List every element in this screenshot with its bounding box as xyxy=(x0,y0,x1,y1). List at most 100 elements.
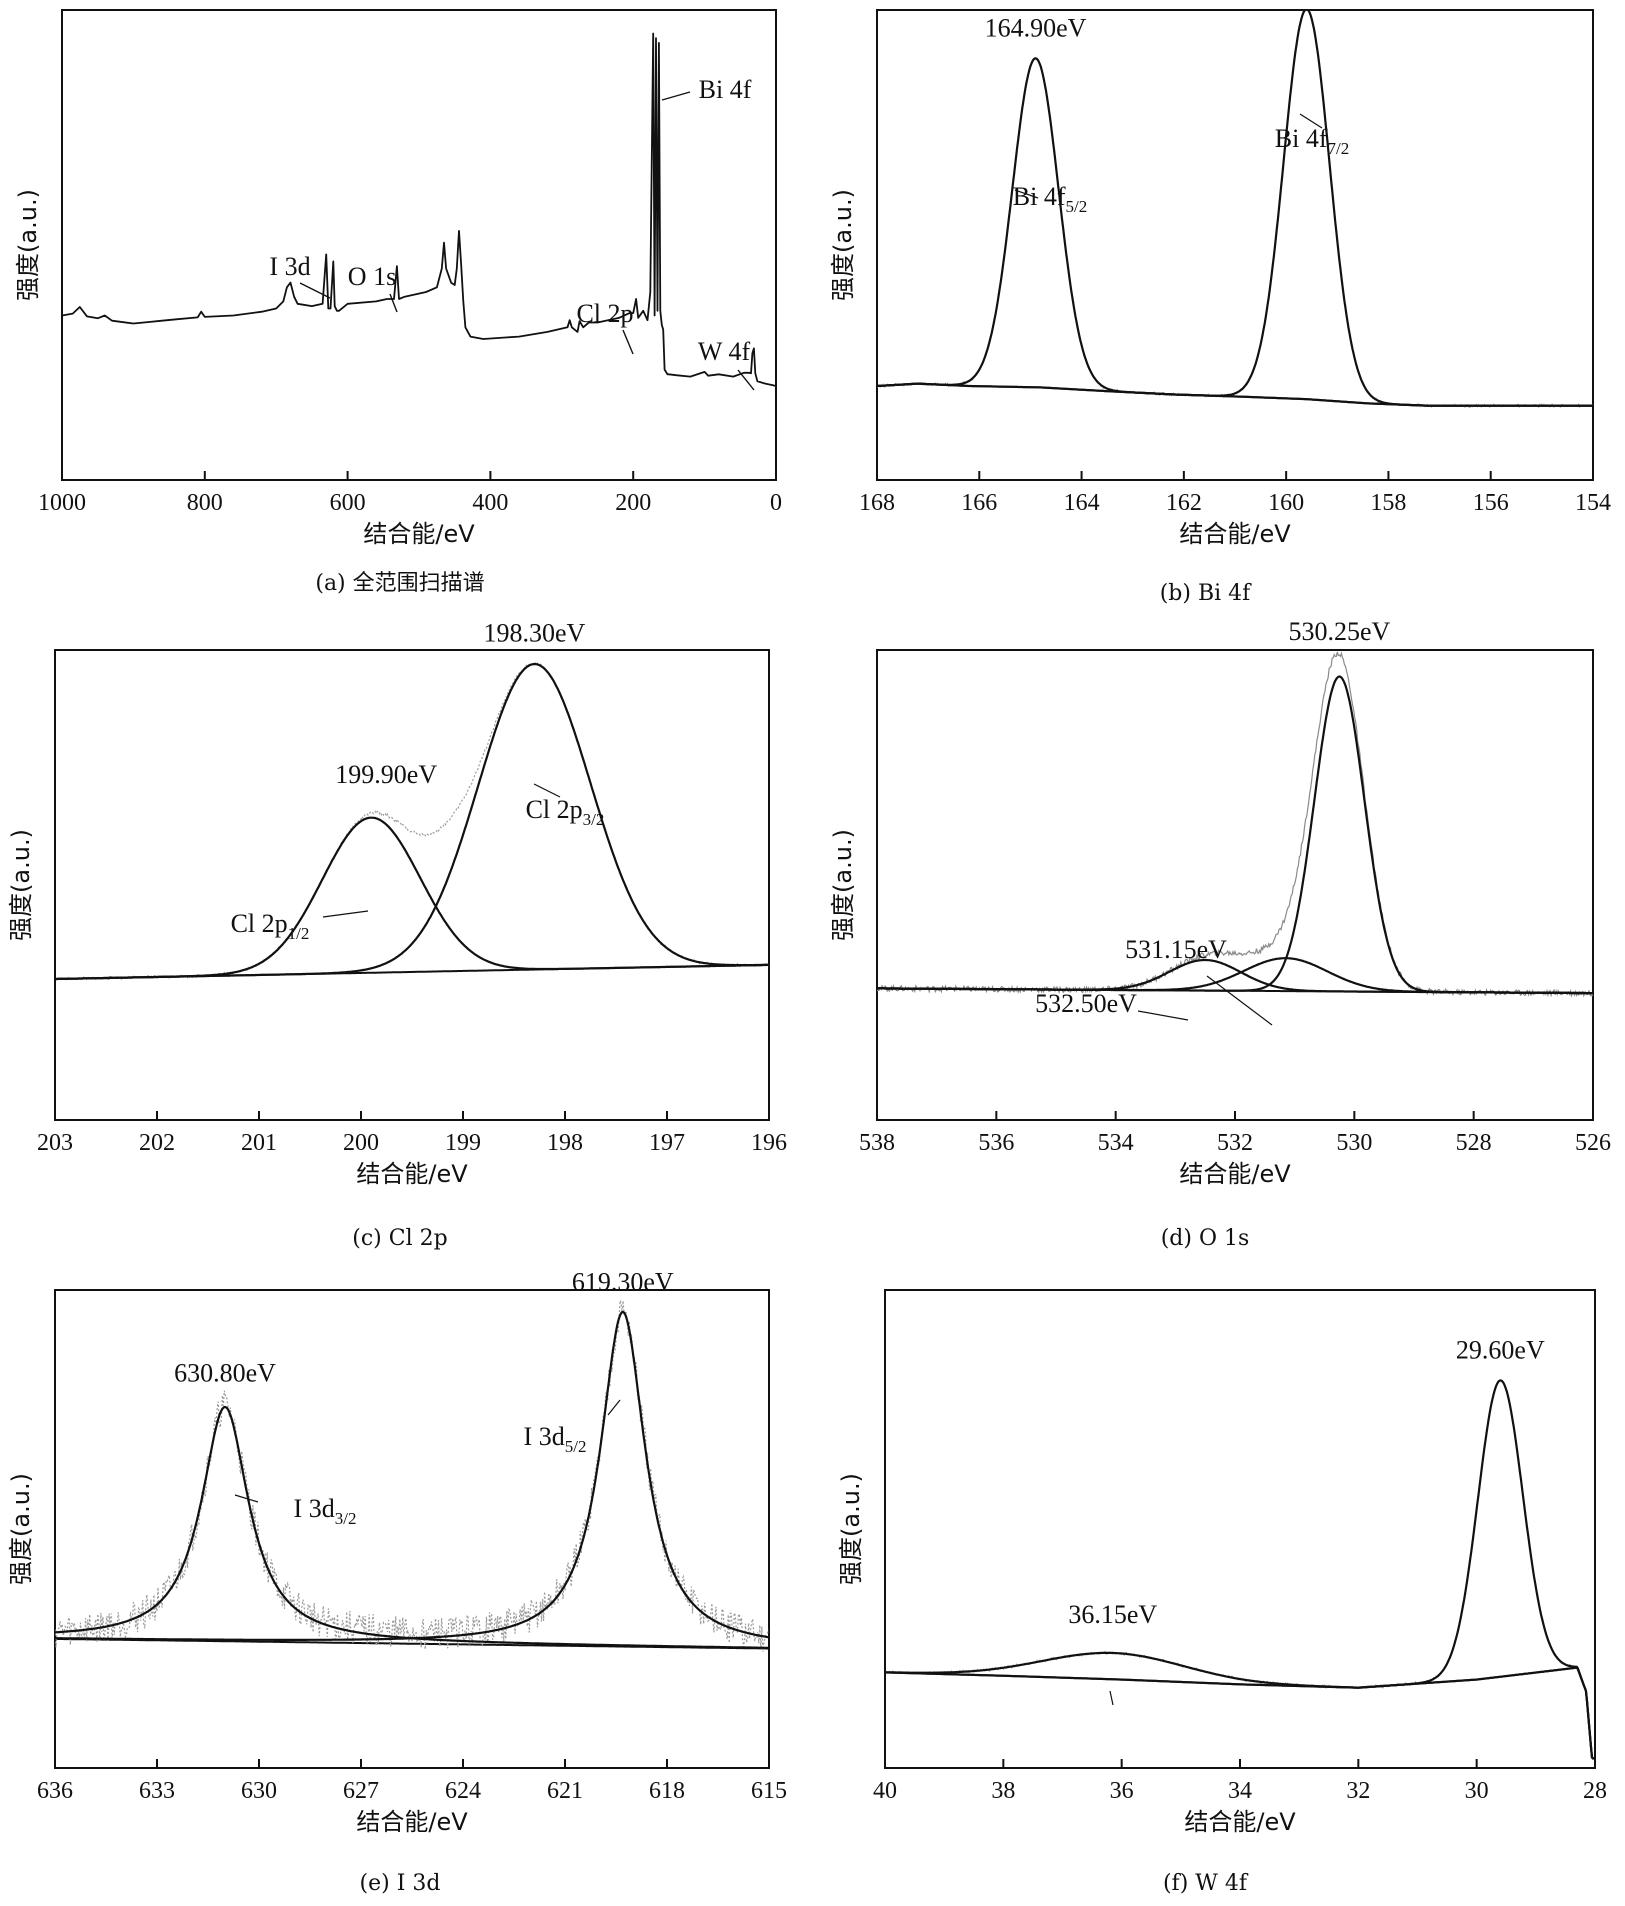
panel-caption: (d) O 1s xyxy=(1161,1226,1250,1251)
x-tick-label: 200 xyxy=(615,490,651,516)
panel-d: 538 536 534 532 530 528 526 结合能/eV 强度(a.u.) (d) O… xyxy=(829,617,1611,1251)
fitted-peak xyxy=(877,675,1593,995)
fitted-peak xyxy=(55,1405,769,1649)
x-tick-label: 615 xyxy=(751,1778,787,1804)
peak-label: 198.30eV xyxy=(483,618,585,647)
leader-line xyxy=(1137,1010,1189,1021)
panel-caption: (a) 全范围扫描谱 xyxy=(315,571,484,596)
x-tick-label: 154 xyxy=(1575,490,1611,516)
x-axis-label: 结合能/eV xyxy=(356,1808,468,1836)
fitted-peak xyxy=(55,1310,769,1641)
plot-frame xyxy=(54,649,770,1121)
plot-frame xyxy=(54,1289,770,1769)
background-line xyxy=(885,1666,1595,1760)
leader-line xyxy=(322,910,369,918)
panel-f: 40 38 36 34 32 30 28 结合能/eV 强度(a.u.) (f) W 4f 36.1… xyxy=(837,1289,1607,1896)
y-axis-label: 强度(a.u.) xyxy=(14,189,42,301)
x-tick-label: 168 xyxy=(859,490,895,516)
peak-label: 532.50eV xyxy=(1035,989,1137,1018)
x-tick-label: 197 xyxy=(649,1130,685,1156)
peak-label: 530.25eV xyxy=(1289,617,1391,646)
survey-spectrum xyxy=(62,32,776,387)
x-tick-label: 199 xyxy=(445,1130,481,1156)
x-tick-label: 36 xyxy=(1110,1778,1134,1804)
leader-line xyxy=(607,1399,621,1416)
leader-line xyxy=(389,293,398,313)
x-tick-label: 40 xyxy=(873,1778,897,1804)
x-tick-label: 627 xyxy=(343,1778,379,1804)
plot-frame xyxy=(61,9,777,481)
panel-e: 636 633 630 627 624 621 618 615 结合能/eV 强度(a.u.) (e… xyxy=(7,1268,787,1896)
y-axis-label: 强度(a.u.) xyxy=(7,1473,35,1585)
fitted-peak xyxy=(885,1651,1595,1760)
x-tick-label: 196 xyxy=(751,1130,787,1156)
x-tick-label: 34 xyxy=(1228,1778,1252,1804)
x-tick-label: 198 xyxy=(547,1130,583,1156)
leader-line xyxy=(299,282,331,299)
x-tick-label: 534 xyxy=(1098,1130,1134,1156)
leader-line xyxy=(622,329,634,355)
leader-line xyxy=(661,91,691,101)
x-tick-label: 32 xyxy=(1346,1778,1370,1804)
x-tick-label: 630 xyxy=(241,1778,277,1804)
experimental-data xyxy=(877,10,1593,409)
x-tick-label: 621 xyxy=(547,1778,583,1804)
leader-line xyxy=(737,369,755,391)
x-tick-label: 164 xyxy=(1064,490,1100,516)
x-tick-label: 528 xyxy=(1456,1130,1492,1156)
x-tick-label: 532 xyxy=(1217,1130,1253,1156)
x-axis-label: 结合能/eV xyxy=(356,1160,468,1188)
panel-caption: (e) I 3d xyxy=(360,1871,441,1896)
x-axis-label: 结合能/eV xyxy=(1184,1808,1296,1836)
panel-caption: (b) Bi 4f xyxy=(1160,581,1252,606)
peak-label: Cl 2p1/2 xyxy=(231,909,310,943)
panel-b: 168 166 164 162 160 158 156 154 结合能/eV 强度(a.u.) (b… xyxy=(829,9,1611,606)
leader-line xyxy=(1109,1690,1114,1706)
x-tick-label: 200 xyxy=(343,1130,379,1156)
x-tick-label: 28 xyxy=(1583,1778,1607,1804)
peak-label: 199.90eV xyxy=(335,760,437,789)
peak-label: Cl 2p3/2 xyxy=(526,795,605,829)
fitted-peak xyxy=(55,662,769,981)
peak-label: I 3d3/2 xyxy=(294,1494,357,1528)
x-tick-label: 203 xyxy=(37,1130,73,1156)
panel-c: 203 202 201 200 199 198 197 196 结合能/eV 强度(a.u.) (c… xyxy=(7,618,787,1251)
x-tick-label: 38 xyxy=(991,1778,1015,1804)
leader-line xyxy=(1014,189,1039,199)
experimental-data xyxy=(885,1378,1595,1761)
x-tick-label: 536 xyxy=(978,1130,1014,1156)
x-tick-label: 30 xyxy=(1465,1778,1489,1804)
peak-label: 531.15eV xyxy=(1125,935,1227,964)
panel-caption: (c) Cl 2p xyxy=(352,1226,447,1251)
peak-label: Bi 4f5/2 xyxy=(1013,182,1087,216)
peak-label: Bi 4f xyxy=(699,75,752,104)
peak-label: 29.60eV xyxy=(1456,1335,1545,1364)
leader-line xyxy=(234,1494,259,1503)
peak-label: 36.15eV xyxy=(1068,1600,1157,1629)
x-tick-label: 538 xyxy=(859,1130,895,1156)
fitted-peak xyxy=(877,57,1593,407)
peak-label: Cl 2p xyxy=(576,299,633,328)
leader-line xyxy=(1206,975,1273,1026)
x-tick-label: 530 xyxy=(1336,1130,1372,1156)
x-tick-label: 158 xyxy=(1370,490,1406,516)
y-axis-label: 强度(a.u.) xyxy=(829,829,857,941)
x-tick-label: 160 xyxy=(1268,490,1304,516)
x-axis-label: 结合能/eV xyxy=(363,520,475,548)
x-tick-label: 0 xyxy=(770,490,782,516)
panel-caption: (f) W 4f xyxy=(1163,1871,1249,1896)
x-tick-label: 624 xyxy=(445,1778,481,1804)
peak-label: W 4f xyxy=(698,337,751,366)
y-axis-label: 强度(a.u.) xyxy=(7,829,35,941)
x-tick-label: 600 xyxy=(330,490,366,516)
x-tick-label: 633 xyxy=(139,1778,175,1804)
x-tick-label: 618 xyxy=(649,1778,685,1804)
x-tick-label: 166 xyxy=(961,490,997,516)
peak-label: 619.30eV xyxy=(572,1268,674,1297)
peak-label: I 3d xyxy=(269,252,310,281)
peak-label: 630.80eV xyxy=(174,1358,276,1387)
fitted-peak xyxy=(55,816,769,981)
x-axis-label: 结合能/eV xyxy=(1179,1160,1291,1188)
y-axis-label: 强度(a.u.) xyxy=(829,189,857,301)
